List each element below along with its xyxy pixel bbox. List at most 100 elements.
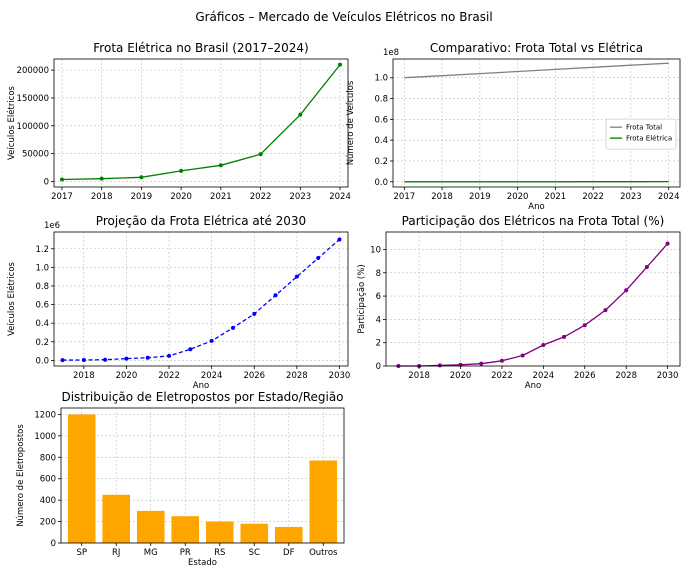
comparativo-ytick-label-0: 0.0 (374, 178, 388, 188)
comparativo-legend-label-1: Frota Elétrica (626, 135, 672, 143)
projecao-series-0-point-2025 (230, 325, 235, 330)
frota-eletrica-xtick-label-2020: 2020 (170, 192, 192, 202)
projecao-ytick-label-6: 1.2 (35, 245, 49, 255)
participacao-series-0-point-2021 (479, 361, 484, 366)
comparativo-ytick-label-3: 0.6 (374, 115, 388, 125)
eletropostos-frame (60, 407, 345, 544)
eletropostos-ytick-label-1: 200 (40, 518, 56, 528)
projecao-series-0-point-2030 (337, 237, 342, 242)
frota-eletrica-series-0-line (61, 64, 341, 181)
participacao-series-0-point-2027 (603, 308, 608, 313)
participacao-xtick-label-2024: 2024 (533, 371, 555, 381)
projecao-ytick-label-4: 0.8 (35, 282, 49, 292)
participacao-xtick-label-2028: 2028 (615, 371, 637, 381)
comparativo-ytick-label-2: 0.4 (374, 136, 388, 146)
participacao-series-0-point-2022 (499, 358, 504, 363)
comparativo-ytick-label-5: 1.0 (374, 74, 388, 84)
frota-eletrica-ytick-label-2: 100000 (17, 122, 49, 132)
participacao-ytick-label-4: 8 (376, 269, 381, 279)
participacao-series-0-line (398, 243, 669, 367)
projecao-series-0-point-2021 (145, 355, 150, 360)
projecao-series-0-line (62, 238, 340, 361)
comparativo-legend-frame (605, 118, 677, 150)
participacao-ytick-label-1: 2 (376, 339, 381, 349)
eletropostos-title: Distribuição de Eletropostos por Estado/… (61, 390, 343, 404)
frota-eletrica-series-0-point-2024 (338, 62, 343, 67)
comparativo-xtick-label-2024: 2024 (658, 192, 680, 202)
comparativo-xtick-label-2018: 2018 (431, 192, 453, 202)
comparativo-ylabel: Número de Veículos (346, 80, 356, 165)
projecao-series-0-point-2018 (81, 357, 86, 362)
eletropostos-bar-PR (171, 516, 200, 543)
comparativo-title: Comparativo: Frota Total vs Elétrica (430, 41, 643, 55)
participacao-ytick-label-2: 4 (376, 315, 381, 325)
frota-eletrica-xtick-label-2021: 2021 (210, 192, 232, 202)
projecao-ytick-label-2: 0.4 (35, 319, 49, 329)
eletropostos-bar-SC (240, 523, 269, 543)
comparativo-xtick-label-2023: 2023 (620, 192, 642, 202)
comparativo-ytick-label-1: 0.2 (374, 157, 388, 167)
projecao-xtick-label-2024: 2024 (201, 371, 223, 381)
participacao-title: Participação dos Elétricos na Frota Tota… (402, 214, 665, 228)
frota-eletrica-ylabel: Veículos Elétricos (6, 85, 17, 160)
chart-frota-eletrica: Frota Elétrica no Brasil (2017–2024) 0 500… (6, 41, 351, 202)
comparativo-xtick-label-2020: 2020 (507, 192, 529, 202)
projecao-grid (54, 232, 348, 366)
participacao-series-0-point-2019 (437, 363, 442, 368)
participacao-ylabel: Participação (%) (357, 264, 367, 333)
comparativo-xtick-label-2021: 2021 (545, 192, 567, 202)
projecao-series-0-point-2023 (188, 347, 193, 352)
projecao-xlabel: Ano (193, 381, 209, 391)
eletropostos-bar-Outros (309, 460, 338, 543)
frota-eletrica-ytick-label-3: 150000 (17, 94, 49, 104)
eletropostos-ytick-label-6: 1200 (34, 410, 56, 420)
participacao-xtick-label-2020: 2020 (450, 371, 472, 381)
frota-eletrica-title: Frota Elétrica no Brasil (2017–2024) (93, 41, 308, 55)
comparativo-legend: Frota Total Frota Elétrica (605, 118, 677, 150)
eletropostos-bar-RS (205, 521, 234, 543)
eletropostos-xtick-label-PR: PR (180, 548, 191, 558)
participacao-ytick-label-5: 10 (370, 245, 381, 255)
eletropostos-xtick-label-Outros: Outros (309, 548, 338, 558)
eletropostos-ytick-label-2: 400 (40, 496, 56, 506)
eletropostos-xlabel: Estado (188, 558, 217, 568)
projecao-xtick-label-2018: 2018 (73, 371, 95, 381)
comparativo-xlabel: Ano (528, 202, 544, 212)
participacao-xtick-label-2026: 2026 (574, 371, 596, 381)
participacao-ytick-label-0: 0 (376, 362, 381, 372)
projecao-ytick-label-0: 0.0 (35, 356, 49, 366)
frota-eletrica-series-0-point-2023 (298, 112, 303, 117)
participacao-ytick-label-3: 6 (376, 292, 381, 302)
participacao-xtick-label-2030: 2030 (657, 371, 679, 381)
projecao-series-0-point-2020 (124, 356, 129, 361)
frota-eletrica-series-0-point-2017 (59, 177, 64, 182)
comparativo-xtick-label-2017: 2017 (394, 192, 416, 202)
eletropostos-ytick-label-3: 600 (40, 475, 56, 485)
frota-eletrica-series-0-point-2021 (218, 163, 223, 168)
frota-eletrica-grid (54, 59, 348, 187)
projecao-xtick-label-2020: 2020 (116, 371, 138, 381)
frota-eletrica-ytick-label-0: 0 (44, 177, 49, 187)
projecao-xtick-label-2026: 2026 (243, 371, 265, 381)
eletropostos-ytick-label-0: 0 (51, 539, 56, 549)
projecao-series-0-point-2029 (316, 256, 321, 261)
comparativo-series-0-line (404, 62, 669, 79)
frota-eletrica-xtick-label-2023: 2023 (290, 192, 312, 202)
participacao-series-0-point-2026 (582, 323, 587, 328)
eletropostos-xtick-label-RJ: RJ (112, 548, 120, 558)
projecao-series-0-point-2028 (294, 274, 299, 279)
eletropostos-ylabel: Número de Eletropostos (16, 424, 26, 527)
participacao-series-0-point-2030 (665, 241, 670, 246)
participacao-series-0-point-2028 (624, 288, 629, 293)
participacao-series-0-point-2029 (644, 264, 649, 269)
comparativo-ytick-label-4: 0.8 (374, 95, 388, 105)
participacao-series-0-point-2024 (541, 343, 546, 348)
projecao-series-0-point-2022 (167, 353, 172, 358)
chart-comparativo: Comparativo: Frota Total vs Elétrica 0.0 0… (346, 41, 681, 212)
projecao-series-0-point-2026 (252, 311, 257, 316)
chart-projecao: Projeção da Frota Elétrica até 2030 0.0 0.… (6, 214, 350, 391)
figure-suptitle: Gráficos – Mercado de Veículos Elétricos… (195, 10, 492, 24)
participacao-series-0-point-2023 (520, 353, 525, 358)
eletropostos-xtick-label-DF: DF (283, 548, 295, 558)
